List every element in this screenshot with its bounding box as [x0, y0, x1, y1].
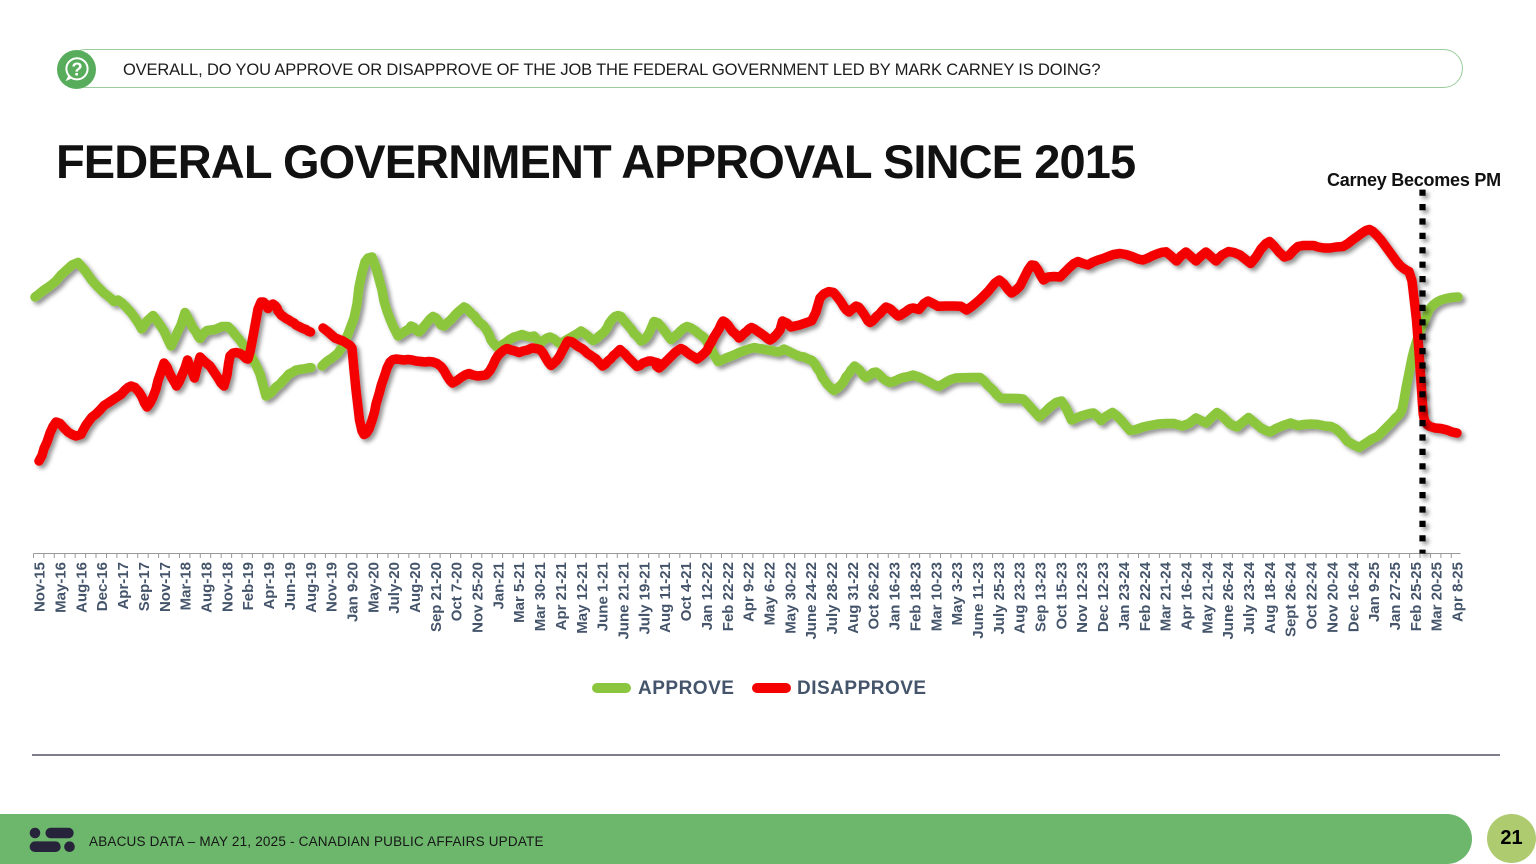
svg-text:Aug-20: Aug-20 [407, 562, 424, 613]
svg-text:Jan 12-22: Jan 12-22 [699, 562, 716, 630]
svg-text:July-20: July-20 [386, 562, 403, 614]
svg-text:Nov 12-23: Nov 12-23 [1074, 562, 1091, 633]
svg-text:Feb 22-24: Feb 22-24 [1137, 561, 1154, 631]
svg-text:Sep-17: Sep-17 [136, 562, 153, 611]
svg-text:Jun-19: Jun-19 [282, 562, 299, 610]
svg-text:May 6-22: May 6-22 [762, 562, 779, 625]
svg-text:Feb 22-22: Feb 22-22 [720, 562, 737, 631]
svg-text:Oct 15-23: Oct 15-23 [1053, 562, 1070, 630]
svg-text:Aug 11-21: Aug 11-21 [657, 562, 674, 633]
svg-text:Mar 5-21: Mar 5-21 [511, 562, 528, 623]
svg-text:Dec 16-24: Dec 16-24 [1345, 561, 1362, 632]
svg-text:Aug-19: Aug-19 [303, 562, 320, 613]
svg-text:Nov-17: Nov-17 [157, 562, 174, 612]
svg-text:Sep 13-23: Sep 13-23 [1033, 562, 1050, 632]
svg-text:Jan 9-20: Jan 9-20 [344, 562, 361, 622]
svg-text:Mar 30-21: Mar 30-21 [532, 562, 549, 631]
svg-text:Mar 20-25: Mar 20-25 [1429, 562, 1446, 631]
svg-text:May 3-23: May 3-23 [949, 562, 966, 625]
svg-text:June 11-23: June 11-23 [970, 562, 987, 639]
svg-text:Mar-18: Mar-18 [178, 562, 195, 610]
svg-text:Mar 21-24: Mar 21-24 [1158, 561, 1175, 631]
svg-text:Aug 23-23: Aug 23-23 [1012, 562, 1029, 634]
svg-text:Oct 4-21: Oct 4-21 [678, 562, 695, 621]
svg-text:Sep 21-20: Sep 21-20 [428, 562, 445, 632]
svg-text:Apr-19: Apr-19 [261, 562, 278, 610]
svg-text:Jan 9-25: Jan 9-25 [1366, 562, 1383, 622]
svg-text:May-20: May-20 [365, 562, 382, 613]
svg-text:APPROVE: APPROVE [638, 678, 734, 699]
svg-text:June 21-21: June 21-21 [616, 562, 633, 640]
svg-text:July 28-22: July 28-22 [824, 562, 841, 635]
svg-text:Feb 25-25: Feb 25-25 [1408, 562, 1425, 631]
svg-text:Apr 16-24: Apr 16-24 [1179, 561, 1196, 630]
svg-text:Dec 12-23: Dec 12-23 [1095, 562, 1112, 632]
svg-text:Oct 22-24: Oct 22-24 [1304, 561, 1321, 629]
svg-text:Apr 8-25: Apr 8-25 [1450, 562, 1467, 622]
svg-text:July 25-23: July 25-23 [991, 562, 1008, 635]
svg-text:?: ? [71, 58, 82, 79]
svg-text:June 24-22: June 24-22 [803, 562, 820, 640]
svg-text:July 19-21: July 19-21 [636, 562, 653, 635]
svg-text:Nov-19: Nov-19 [324, 562, 341, 612]
svg-text:Jan 23-24: Jan 23-24 [1116, 561, 1133, 630]
svg-text:May 21-24: May 21-24 [1199, 561, 1216, 633]
svg-text:June 1-21: June 1-21 [595, 562, 612, 631]
svg-text:Apr 9-22: Apr 9-22 [741, 562, 758, 622]
svg-text:Nov-15: Nov-15 [32, 562, 49, 612]
svg-text:Mar 10-23: Mar 10-23 [928, 562, 945, 631]
svg-text:Feb 18-23: Feb 18-23 [907, 562, 924, 631]
svg-text:July 23-24: July 23-24 [1241, 561, 1258, 634]
svg-text:Nov 20-24: Nov 20-24 [1324, 561, 1341, 633]
svg-text:Feb-19: Feb-19 [240, 562, 257, 610]
svg-text:May-16: May-16 [53, 562, 70, 613]
svg-text:Nov-18: Nov-18 [219, 562, 236, 612]
svg-text:Sept 26-24: Sept 26-24 [1283, 561, 1300, 637]
svg-text:Aug 31-22: Aug 31-22 [845, 562, 862, 634]
svg-text:Nov 25-20: Nov 25-20 [470, 562, 487, 633]
svg-text:Oct 26-22: Oct 26-22 [866, 562, 883, 630]
svg-text:May 30-22: May 30-22 [782, 562, 799, 634]
svg-text:Dec-16: Dec-16 [94, 562, 111, 611]
svg-text:Jan-21: Jan-21 [490, 562, 507, 610]
svg-text:DISAPPROVE: DISAPPROVE [797, 678, 927, 699]
svg-text:Jan 16-23: Jan 16-23 [887, 562, 904, 630]
svg-text:May 12-21: May 12-21 [574, 562, 591, 634]
svg-text:Oct 7-20: Oct 7-20 [449, 562, 466, 621]
svg-text:Apr-17: Apr-17 [115, 562, 132, 610]
svg-text:Aug 18-24: Aug 18-24 [1262, 561, 1279, 633]
svg-text:Jan 27-25: Jan 27-25 [1387, 562, 1404, 630]
svg-text:Aug-16: Aug-16 [73, 562, 90, 613]
svg-text:Aug-18: Aug-18 [199, 562, 216, 613]
svg-text:June 26-24: June 26-24 [1220, 561, 1237, 639]
svg-text:Apr 21-21: Apr 21-21 [553, 562, 570, 630]
